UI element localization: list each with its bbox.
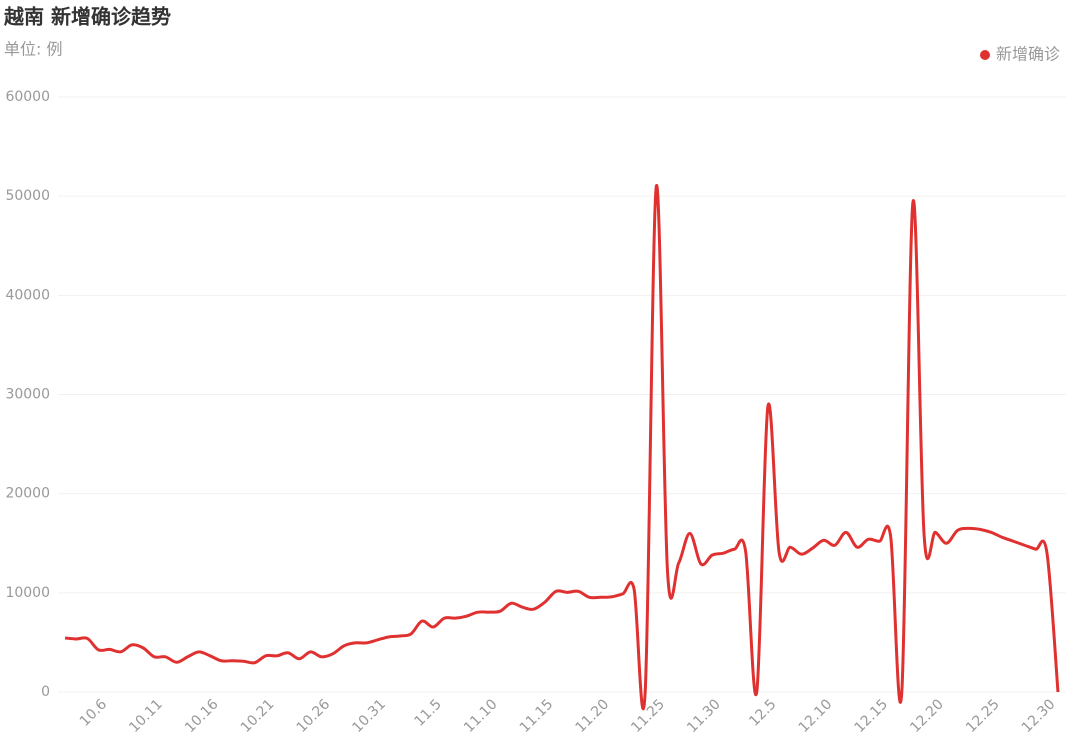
x-tick-label: 11.5 <box>411 696 444 729</box>
x-tick-label: 10.16 <box>182 696 222 736</box>
x-tick-label: 10.21 <box>238 696 278 736</box>
x-tick-label: 12.30 <box>1019 696 1059 736</box>
x-tick-label: 12.20 <box>907 696 947 736</box>
chart-title: 越南 新增确诊趋势 <box>3 5 171 29</box>
y-tick-label: 0 <box>41 684 50 700</box>
x-tick-label: 10.31 <box>349 696 389 736</box>
legend-label: 新增确诊 <box>996 45 1060 64</box>
x-tick-label: 12.15 <box>851 696 891 736</box>
x-tick-label: 11.15 <box>517 696 557 736</box>
y-tick-label: 20000 <box>5 486 50 502</box>
grid <box>58 96 1066 693</box>
x-tick-label: 11.30 <box>684 696 724 736</box>
x-tick-label: 12.25 <box>963 696 1003 736</box>
x-tick-label: 12.5 <box>746 696 779 729</box>
x-tick-label: 10.11 <box>126 696 166 736</box>
x-tick-label: 12.10 <box>796 696 836 736</box>
y-tick-label: 10000 <box>5 585 50 601</box>
y-tick-label: 40000 <box>5 287 50 303</box>
y-tick-label: 50000 <box>5 188 50 204</box>
chart-subtitle: 单位: 例 <box>4 40 62 59</box>
y-tick-label: 60000 <box>5 89 50 105</box>
plot-area <box>64 184 1060 711</box>
x-tick-label: 10.6 <box>77 696 110 729</box>
x-tick-label: 11.10 <box>461 696 501 736</box>
y-tick-label: 30000 <box>5 387 50 403</box>
x-tick-label: 11.20 <box>573 696 613 736</box>
x-tick-label: 11.25 <box>628 696 668 736</box>
legend-marker <box>980 50 990 60</box>
x-tick-label: 10.26 <box>294 696 334 736</box>
data-line <box>64 184 1060 711</box>
